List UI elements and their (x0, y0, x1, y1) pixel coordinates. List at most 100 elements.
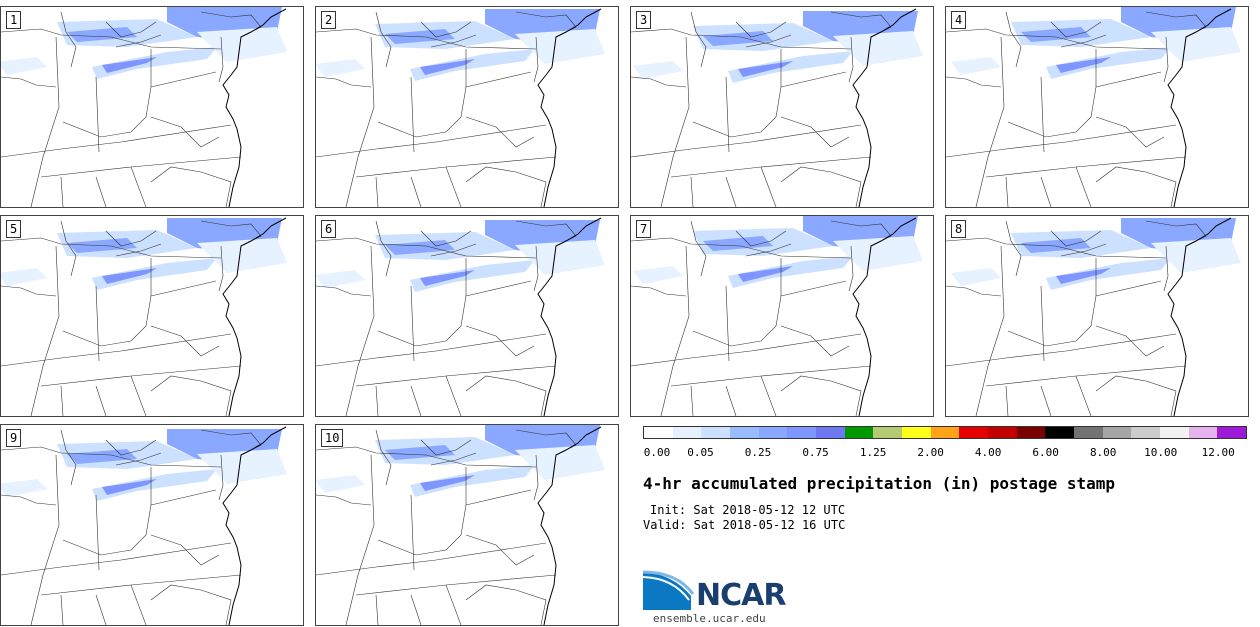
coastline (222, 8, 287, 207)
state-border (780, 375, 862, 416)
state-border (410, 176, 422, 207)
state-border (62, 49, 152, 138)
state-border (345, 454, 375, 625)
state-border (1163, 245, 1169, 292)
member-label: 6 (321, 220, 337, 238)
ncar-logo-icon (643, 570, 695, 610)
state-border (631, 237, 852, 259)
state-border (670, 156, 872, 178)
colorbar-swatch (1074, 427, 1103, 438)
state-border (150, 116, 220, 148)
member-panel-5[interactable]: 5 (0, 215, 304, 417)
precip-map (1, 7, 287, 207)
member-label: 5 (6, 220, 22, 238)
colorbar-swatch (930, 427, 960, 438)
state-border (725, 285, 730, 362)
precip-area (410, 49, 535, 81)
member-panel-3[interactable]: 3 (630, 6, 934, 208)
precip-map (316, 8, 605, 207)
state-border (445, 584, 462, 625)
state-border (1163, 36, 1169, 83)
member-panel-7[interactable]: 7 (630, 215, 934, 417)
colorbar-swatch (1131, 427, 1161, 438)
member-panel-9[interactable]: 9 (0, 424, 304, 626)
state-border (150, 325, 220, 357)
state-border (1, 237, 222, 259)
state-border (631, 28, 852, 50)
state-border (975, 245, 1005, 416)
precip-area (385, 240, 455, 255)
colorbar-swatch (730, 427, 759, 438)
colorbar-tick-label: 0.05 (687, 446, 714, 459)
precip-area (1, 268, 47, 286)
member-panel-2[interactable]: 2 (315, 6, 619, 208)
colorbar-swatch (816, 427, 845, 438)
member-panel-4[interactable]: 4 (945, 6, 1249, 208)
colorbar-ticks: 0.00 0.05 0.25 0.75 1.25 2.00 4.00 6.00 8.00 10.0… (643, 446, 1247, 460)
state-border (690, 11, 707, 68)
state-border (1040, 76, 1045, 153)
colorbar-swatch (701, 427, 731, 438)
colorbar-swatch (844, 427, 874, 438)
state-border (985, 156, 1187, 178)
state-border (631, 333, 862, 367)
state-border (355, 365, 557, 387)
state-border (660, 245, 690, 416)
state-border (1, 542, 232, 576)
state-border (150, 584, 232, 625)
state-border (218, 454, 224, 501)
precip-area (1056, 57, 1111, 73)
state-border (430, 452, 477, 466)
state-border (465, 71, 532, 88)
state-border (316, 76, 372, 88)
state-border (95, 76, 100, 153)
coastline (852, 217, 917, 416)
state-border (95, 385, 107, 416)
precip-area (92, 47, 217, 79)
precip-map (631, 216, 923, 416)
state-border (745, 243, 792, 257)
colorbar-tick-label: 1.25 (859, 446, 887, 459)
state-border (130, 584, 147, 625)
member-label: 8 (951, 220, 967, 238)
coastline (222, 426, 287, 625)
precip-area (1, 57, 47, 75)
state-border (1, 28, 222, 50)
state-border (375, 220, 392, 277)
member-label: 10 (321, 429, 344, 447)
state-border (60, 11, 77, 68)
state-border (40, 574, 242, 596)
state-border (465, 166, 547, 207)
state-border (410, 594, 422, 625)
state-border (218, 245, 224, 292)
state-border (1095, 280, 1162, 297)
state-border (377, 49, 467, 138)
state-border (1050, 21, 1102, 38)
state-border (465, 116, 535, 148)
state-border (1050, 230, 1102, 247)
state-border (1, 285, 57, 297)
precip-colorbar (643, 426, 1247, 439)
state-border (465, 584, 547, 625)
member-panel-10[interactable]: 10 (315, 424, 619, 626)
state-border (690, 220, 707, 277)
colorbar-tick-label: 12.00 (1201, 446, 1235, 459)
precip-area (951, 268, 1001, 286)
precip-area (67, 27, 137, 42)
state-border (316, 285, 372, 297)
state-border (1060, 243, 1107, 257)
state-border (848, 245, 854, 292)
state-border (631, 285, 687, 297)
state-border (725, 385, 737, 416)
member-panel-8[interactable]: 8 (945, 215, 1249, 417)
state-border (150, 166, 232, 207)
state-border (465, 489, 532, 506)
state-border (660, 36, 690, 207)
state-border (150, 489, 217, 506)
member-panel-1[interactable]: 1 (0, 6, 304, 208)
valid-time: Valid: Sat 2018-05-12 16 UTC (643, 518, 846, 532)
state-border (1, 494, 57, 506)
state-border (780, 280, 847, 297)
state-border (430, 243, 477, 257)
member-panel-6[interactable]: 6 (315, 215, 619, 417)
